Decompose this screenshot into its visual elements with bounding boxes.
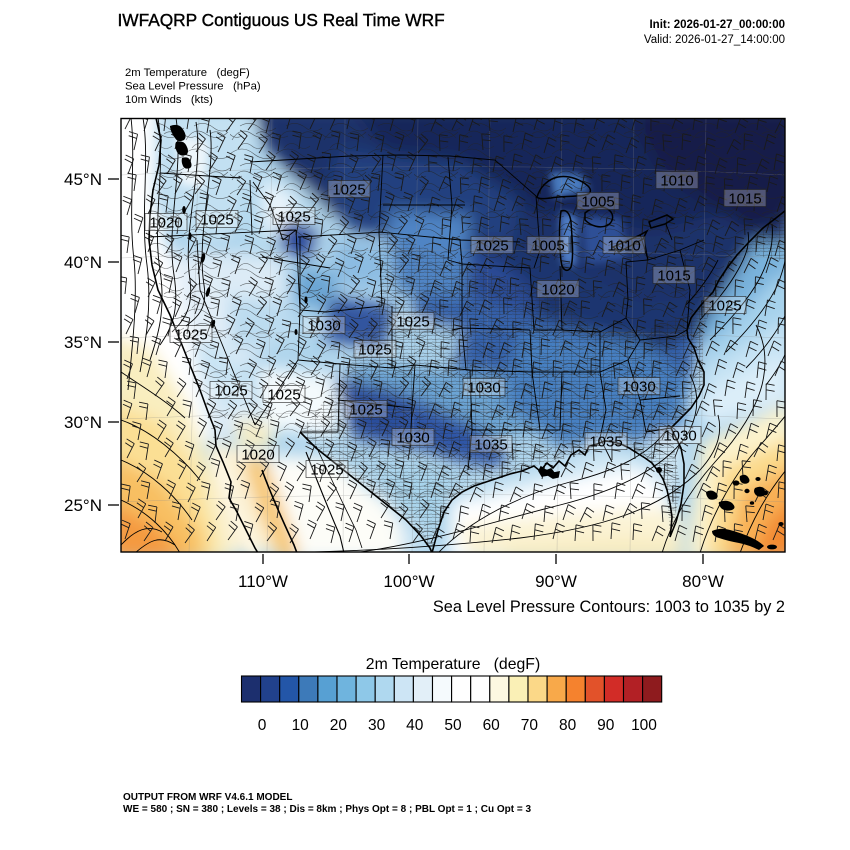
svg-text:80: 80 [559, 717, 577, 734]
svg-text:Sea Level Pressure Contours: 1: Sea Level Pressure Contours: 1003 to 103… [433, 598, 785, 616]
svg-text:IWFAQRP Contiguous US Real Tim: IWFAQRP Contiguous US Real Time WRF [118, 10, 445, 30]
svg-text:0: 0 [258, 717, 267, 734]
svg-text:1025: 1025 [349, 402, 382, 419]
svg-text:1025: 1025 [214, 383, 247, 400]
svg-text:45°N: 45°N [64, 170, 102, 189]
svg-text:1010: 1010 [607, 238, 640, 255]
svg-text:1025: 1025 [200, 212, 233, 229]
svg-text:2m Temperature (degF): 2m Temperature (degF) [125, 67, 250, 79]
svg-text:100°W: 100°W [383, 572, 434, 591]
svg-text:1020: 1020 [241, 447, 274, 464]
svg-text:1025: 1025 [174, 327, 207, 344]
svg-text:100: 100 [631, 717, 657, 734]
svg-text:1030: 1030 [396, 430, 429, 447]
svg-text:70: 70 [521, 717, 539, 734]
svg-text:1030: 1030 [663, 428, 696, 445]
svg-text:60: 60 [483, 717, 501, 734]
svg-text:1020: 1020 [149, 215, 182, 232]
svg-text:2m Temperature (degF): 2m Temperature (degF) [366, 656, 540, 673]
svg-text:1025: 1025 [332, 182, 365, 199]
svg-text:1025: 1025 [475, 238, 508, 255]
svg-text:30: 30 [368, 717, 386, 734]
svg-text:40: 40 [406, 717, 424, 734]
svg-text:Init: 2026-01-27_00:00:00: Init: 2026-01-27_00:00:00 [649, 19, 785, 31]
svg-text:10m Winds (kts): 10m Winds (kts) [125, 94, 213, 106]
svg-text:Sea Level Pressure (hPa): Sea Level Pressure (hPa) [125, 81, 261, 93]
svg-text:1030: 1030 [467, 380, 500, 397]
svg-text:OUTPUT FROM WRF V4.6.1 MODEL: OUTPUT FROM WRF V4.6.1 MODEL [123, 792, 292, 803]
svg-text:20: 20 [330, 717, 348, 734]
svg-text:1005: 1005 [531, 238, 564, 255]
svg-text:80°W: 80°W [682, 572, 724, 591]
svg-text:25°N: 25°N [64, 496, 102, 515]
svg-text:1025: 1025 [358, 342, 391, 359]
svg-text:1015: 1015 [657, 268, 690, 285]
svg-text:1010: 1010 [660, 173, 693, 190]
svg-text:WE = 580 ; SN = 380 ; Levels =: WE = 580 ; SN = 380 ; Levels = 38 ; Dis … [123, 804, 531, 815]
svg-text:10: 10 [292, 717, 310, 734]
svg-text:1025: 1025 [277, 209, 310, 226]
svg-text:50: 50 [444, 717, 462, 734]
svg-text:30°N: 30°N [64, 413, 102, 432]
svg-text:1030: 1030 [622, 379, 655, 396]
svg-text:90°W: 90°W [535, 572, 577, 591]
svg-text:1035: 1035 [474, 437, 507, 454]
svg-text:1025: 1025 [396, 314, 429, 331]
svg-text:1025: 1025 [310, 462, 343, 479]
svg-text:1020: 1020 [541, 282, 574, 299]
svg-text:40°N: 40°N [64, 253, 102, 272]
svg-text:Valid: 2026-01-27_14:00:00: Valid: 2026-01-27_14:00:00 [644, 34, 785, 46]
svg-text:1030: 1030 [307, 318, 340, 335]
svg-text:1005: 1005 [581, 194, 614, 211]
svg-text:35°N: 35°N [64, 333, 102, 352]
svg-text:1025: 1025 [267, 387, 300, 404]
svg-text:1035: 1035 [589, 434, 622, 451]
svg-text:1025: 1025 [708, 298, 741, 315]
svg-text:1015: 1015 [728, 191, 761, 208]
svg-text:90: 90 [597, 717, 615, 734]
svg-text:110°W: 110°W [238, 572, 288, 591]
